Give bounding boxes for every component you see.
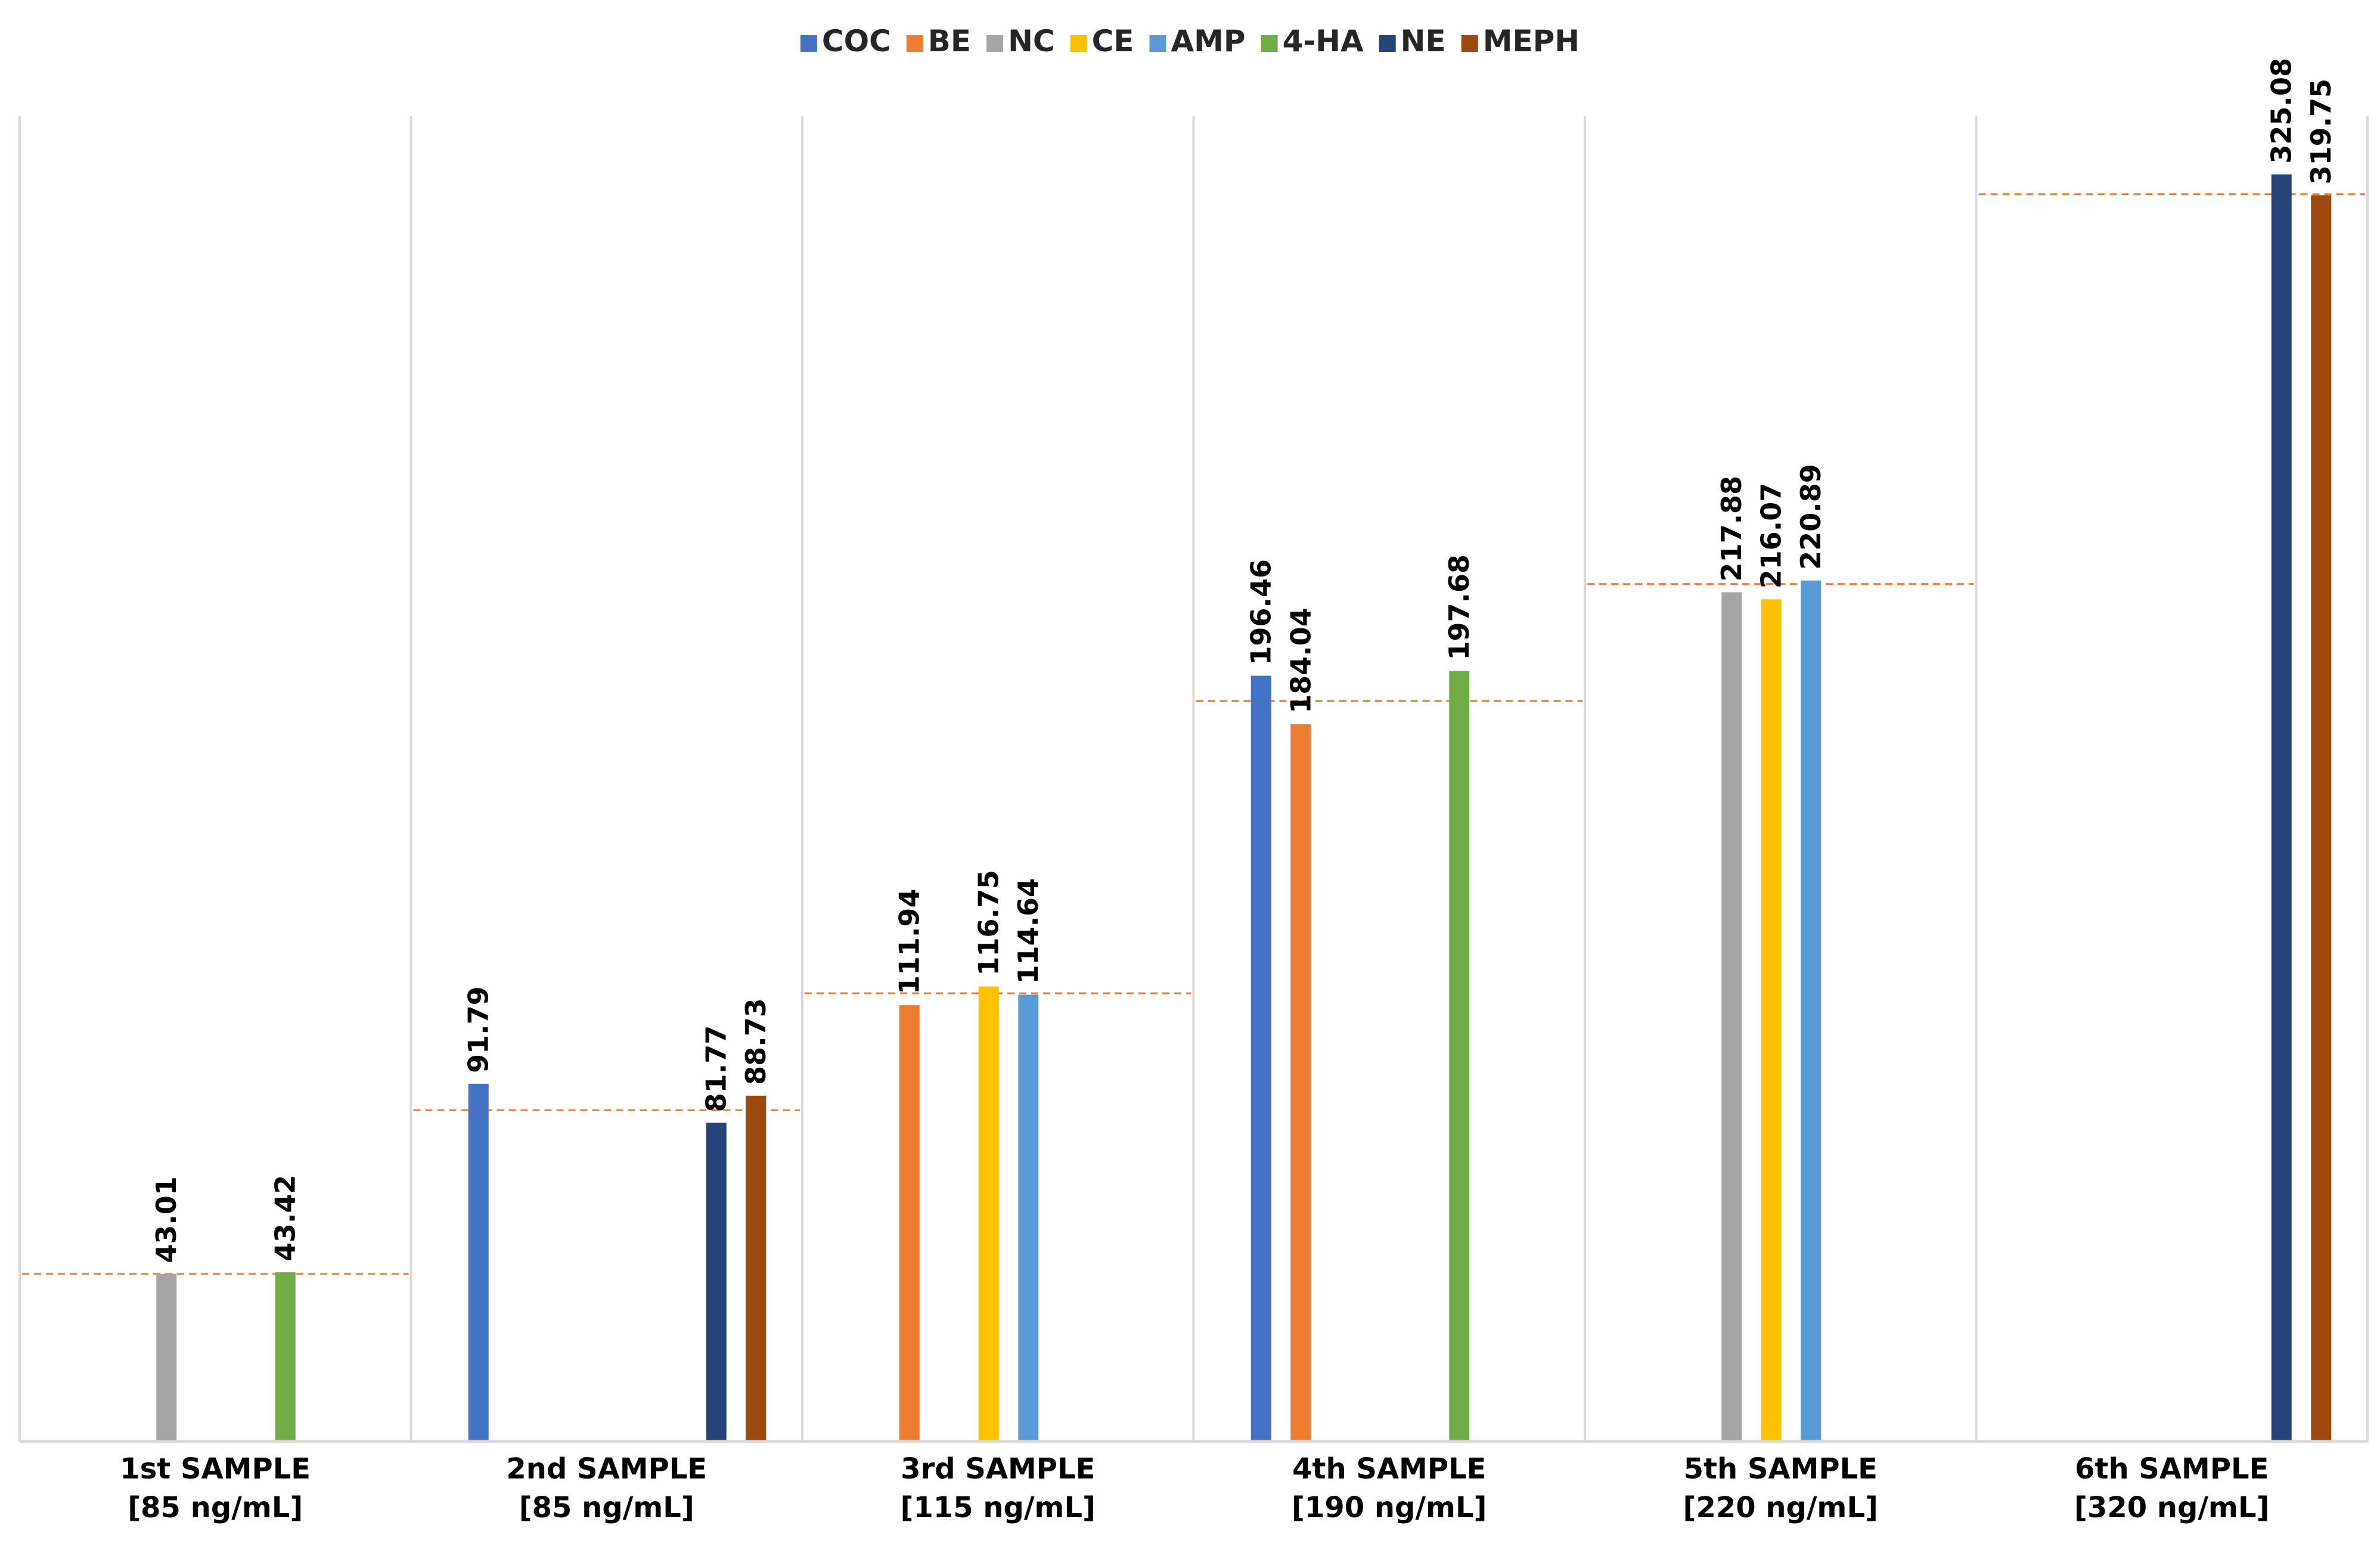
category-sublabel: [85 ng/mL] xyxy=(519,1491,694,1524)
legend-swatch xyxy=(1149,35,1166,52)
legend-item-meph[interactable]: MEPH xyxy=(1461,24,1580,58)
bar-be xyxy=(1290,724,1311,1442)
category-sublabel: [85 ng/mL] xyxy=(128,1491,303,1524)
data-label: 91.79 xyxy=(463,986,495,1073)
legend-label: AMP xyxy=(1171,24,1245,58)
legend-item-coc[interactable]: COC xyxy=(800,24,891,58)
data-label: 196.46 xyxy=(1245,559,1277,665)
data-label: 43.01 xyxy=(150,1176,182,1263)
data-label: 116.75 xyxy=(973,870,1005,976)
category-dividers xyxy=(18,116,2369,1442)
data-label: 216.07 xyxy=(1755,483,1788,589)
legend-swatch xyxy=(986,35,1004,52)
category-label: 1st SAMPLE xyxy=(120,1452,311,1486)
legend-item-ce[interactable]: CE xyxy=(1070,24,1134,58)
bar-meph xyxy=(746,1095,767,1442)
bar-nc xyxy=(156,1273,177,1442)
data-label: 184.04 xyxy=(1284,607,1317,714)
legend-item-amp[interactable]: AMP xyxy=(1149,24,1246,58)
legend: COC BE NC CE AMP 4-HA NE MEPH xyxy=(800,24,1580,58)
bar-ce xyxy=(1761,599,1782,1442)
legend-item-4-ha[interactable]: 4-HA xyxy=(1261,24,1364,58)
category-label: 6th SAMPLE xyxy=(2075,1452,2269,1486)
category-label: 3rd SAMPLE xyxy=(901,1452,1095,1486)
legend-label: BE xyxy=(928,24,971,58)
data-label: 114.64 xyxy=(1012,878,1044,984)
category-labels: 1st SAMPLE [85 ng/mL] 2nd SAMPLE [85 ng/mL]… xyxy=(120,1452,2269,1524)
legend-label: CE xyxy=(1092,24,1134,58)
category-sublabel: [220 ng/mL] xyxy=(1683,1491,1878,1524)
bar-be xyxy=(899,1005,920,1442)
data-labels: 91.79 196.46 111.94 184.04 43.01 217.88 116.75… xyxy=(150,58,2337,1263)
bar-4-ha xyxy=(275,1272,296,1442)
legend-swatch xyxy=(1261,35,1278,52)
legend-item-nc[interactable]: NC xyxy=(986,24,1055,58)
data-label: 325.08 xyxy=(2266,58,2298,164)
bar-amp xyxy=(1018,994,1039,1442)
data-label: 217.88 xyxy=(1715,476,1748,582)
bar-ce xyxy=(978,986,999,1442)
bar-meph xyxy=(2311,195,2332,1442)
data-label: 43.42 xyxy=(269,1175,302,1262)
data-label: 197.68 xyxy=(1443,554,1475,661)
legend-item-ne[interactable]: NE xyxy=(1379,24,1446,58)
legend-swatch xyxy=(800,35,817,52)
data-label: 111.94 xyxy=(893,889,926,995)
legend-swatch xyxy=(1070,35,1087,52)
bar-amp xyxy=(1801,580,1822,1442)
data-label: 220.89 xyxy=(1795,464,1827,570)
data-label: 319.75 xyxy=(2305,79,2337,185)
bar-coc xyxy=(1250,675,1271,1442)
category-label: 5th SAMPLE xyxy=(1684,1452,1878,1486)
legend-swatch xyxy=(1461,35,1478,52)
category-sublabel: [115 ng/mL] xyxy=(901,1491,1096,1524)
legend-swatch xyxy=(1379,35,1396,52)
data-label: 81.77 xyxy=(700,1025,733,1112)
bar-ne xyxy=(2271,174,2292,1442)
bars xyxy=(156,174,2332,1442)
legend-swatch xyxy=(906,35,923,52)
legend-item-be[interactable]: BE xyxy=(906,24,971,58)
category-label: 4th SAMPLE xyxy=(1292,1452,1486,1486)
legend-label: COC xyxy=(822,24,891,58)
legend-label: NC xyxy=(1008,24,1055,58)
category-label: 2nd SAMPLE xyxy=(506,1452,707,1486)
legend-label: NE xyxy=(1401,24,1446,58)
category-sublabel: [190 ng/mL] xyxy=(1292,1491,1487,1524)
legend-label: MEPH xyxy=(1483,24,1580,58)
bar-4-ha xyxy=(1449,671,1470,1442)
data-label: 88.73 xyxy=(740,998,772,1085)
bar-coc xyxy=(468,1083,489,1442)
bar-nc xyxy=(1721,592,1742,1442)
category-sublabel: [320 ng/mL] xyxy=(2074,1491,2269,1524)
bar-ne xyxy=(706,1123,727,1442)
legend-label: 4-HA xyxy=(1283,24,1364,58)
